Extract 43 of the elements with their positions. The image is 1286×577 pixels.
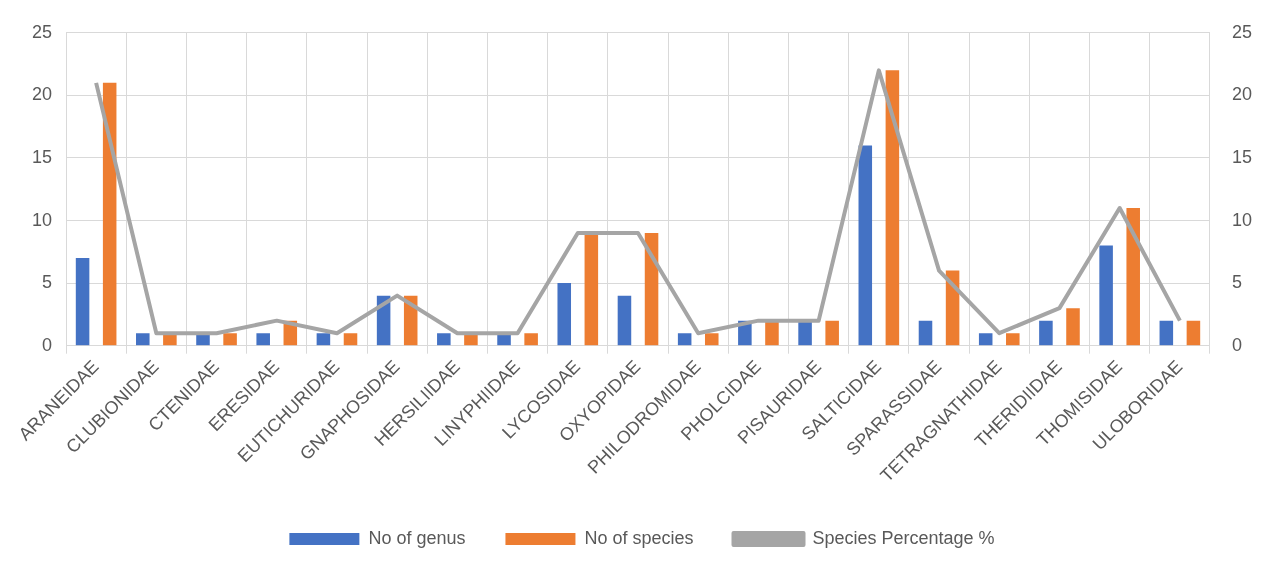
bar <box>1066 308 1080 346</box>
bar <box>978 333 993 346</box>
bar <box>617 295 632 346</box>
bar <box>1159 320 1174 346</box>
bar <box>798 320 812 346</box>
y-tick-label: 15 <box>31 146 53 167</box>
y-tick-label: 0 <box>42 334 53 355</box>
bar <box>1186 320 1201 346</box>
bar <box>765 320 779 346</box>
y2-tick-label: 25 <box>1231 21 1253 42</box>
bar <box>918 320 933 346</box>
bar <box>1126 208 1140 346</box>
legend-label: No of genus <box>368 527 466 548</box>
bar <box>223 333 237 346</box>
y-tick-label: 20 <box>31 84 53 105</box>
bar <box>1039 320 1053 346</box>
y2-tick-label: 0 <box>1231 334 1242 355</box>
bar <box>102 82 117 346</box>
y2-tick-label: 15 <box>1231 146 1253 167</box>
legend-label: Species Percentage % <box>812 527 995 548</box>
bar <box>858 145 873 346</box>
y2-tick-label: 10 <box>1231 209 1253 230</box>
bar <box>316 333 331 346</box>
bar <box>343 333 358 346</box>
y2-tick-label: 5 <box>1231 272 1242 293</box>
y2-tick-label: 20 <box>1231 84 1253 105</box>
bar <box>677 333 692 346</box>
bar <box>704 333 719 346</box>
bar <box>437 333 451 346</box>
bar <box>1006 333 1020 346</box>
bar <box>557 283 572 346</box>
y-tick-label: 5 <box>42 272 53 293</box>
bar <box>584 233 599 346</box>
y-tick-label: 25 <box>31 21 53 42</box>
bar <box>885 70 900 346</box>
bar <box>136 333 150 346</box>
bar <box>825 320 839 346</box>
bar <box>524 333 538 346</box>
bar <box>1099 245 1113 346</box>
legend-label: No of species <box>584 527 694 548</box>
bar <box>256 333 270 346</box>
y-tick-label: 10 <box>31 209 53 230</box>
bar <box>75 258 90 346</box>
